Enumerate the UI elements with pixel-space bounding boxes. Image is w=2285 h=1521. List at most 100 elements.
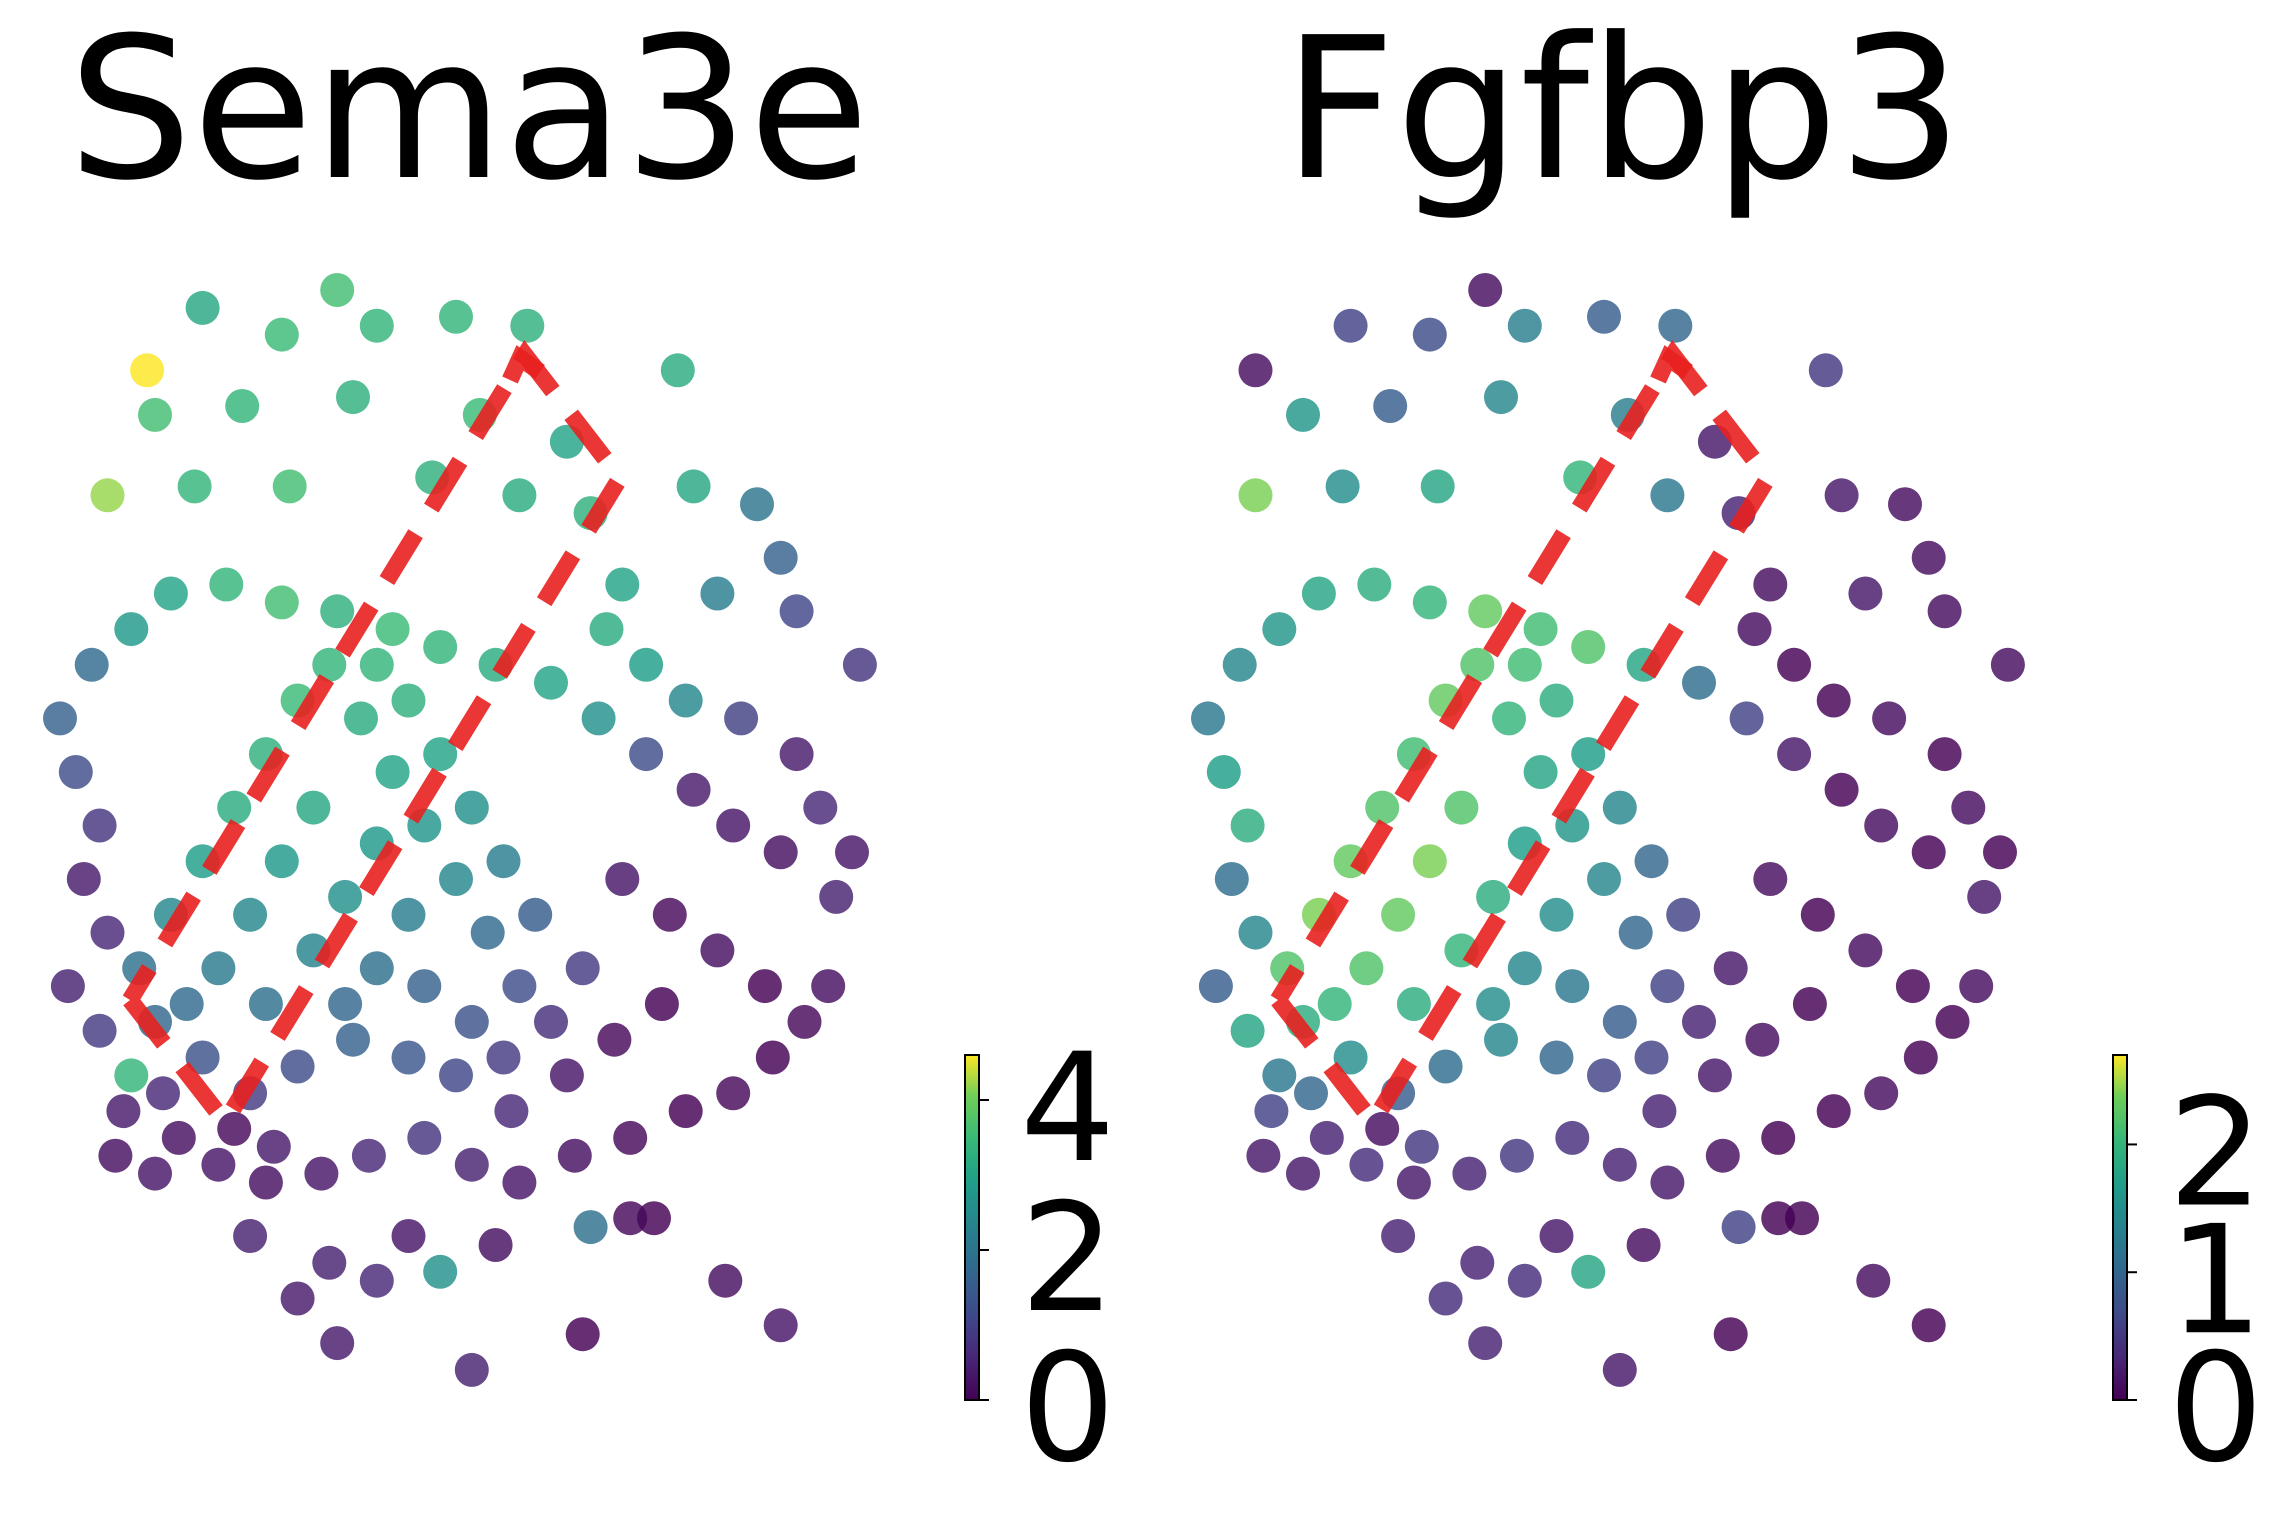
scatter-point (1286, 397, 1320, 432)
scatter-panel-sema3e: 024 (43, 273, 1115, 1496)
scatter-point (336, 1022, 370, 1057)
scatter-point (1206, 755, 1241, 789)
colorbar-tick-label: 4 (1020, 1022, 1115, 1196)
scatter-point (1642, 1094, 1677, 1129)
scatter-point (605, 567, 640, 602)
scatter-point (1602, 1147, 1637, 1182)
scatter-point (1602, 1004, 1637, 1039)
scatter-point (209, 567, 244, 602)
scatter-point (1634, 844, 1669, 879)
scatter-point (98, 1138, 133, 1173)
scatter-point (1777, 737, 1812, 772)
scatter-point (185, 290, 220, 325)
scatter-point (153, 576, 188, 611)
scatter-point (755, 1040, 790, 1075)
scatter-point (1309, 1120, 1344, 1155)
scatter-point (114, 612, 149, 647)
scatter-point (320, 1326, 355, 1361)
scatter-point (58, 755, 93, 789)
scatter-point (1349, 1147, 1384, 1182)
scatter-point (1396, 1165, 1431, 1200)
scatter-point (454, 790, 489, 825)
scatter-point (1903, 1040, 1938, 1075)
scatter-point (811, 969, 846, 1004)
scatter-point (1317, 987, 1352, 1021)
scatter-point (597, 1022, 632, 1057)
scatter-point (217, 790, 252, 825)
scatter-point (1959, 969, 1994, 1004)
scatter-point (439, 299, 473, 334)
scatter-point (1634, 1040, 1669, 1075)
scatter-point (1452, 1156, 1487, 1191)
scatter-point (1444, 790, 1479, 825)
scatter-point (1824, 772, 1859, 807)
scatter-point (1990, 647, 2025, 682)
scatter-point (359, 1263, 394, 1298)
scatter-point (1951, 790, 1986, 825)
scatter-point (565, 951, 600, 986)
scatter-point (1523, 612, 1558, 647)
scatter-point (1650, 478, 1685, 513)
scatter-point (787, 1004, 822, 1039)
scatter-point (1911, 1308, 1946, 1343)
scatter-point (1507, 647, 1542, 682)
scatter-point (146, 1076, 180, 1111)
scatter-point (803, 790, 838, 825)
scatter-point (1650, 1165, 1685, 1200)
scatter-point (1349, 951, 1384, 986)
scatter-point (1262, 1058, 1297, 1093)
scatter-point (201, 1147, 236, 1182)
scatter-point (1587, 1058, 1621, 1093)
scatter-point (1198, 969, 1233, 1004)
scatter-point (819, 879, 854, 914)
scatter-point (391, 1040, 426, 1075)
scatter-point (344, 701, 378, 736)
scatter-point (763, 835, 798, 870)
scatter-point (1848, 933, 1883, 968)
panel-title-fgfbp3: Fgfbp3 (1283, 0, 1963, 224)
scatter-point (1848, 576, 1883, 611)
scatter-point (1753, 862, 1788, 896)
scatter-point (66, 862, 101, 896)
scatter-point (740, 487, 774, 522)
scatter-point (668, 683, 703, 718)
scatter-point (644, 987, 679, 1021)
scatter-point (1697, 1058, 1732, 1093)
scatter-point (1539, 897, 1574, 932)
scatter-point (1476, 879, 1511, 914)
scatter-point (114, 1058, 149, 1093)
scatter-point (1571, 737, 1606, 772)
scatter-point (264, 844, 299, 879)
scatter-point (700, 933, 735, 968)
scatter-point (1571, 630, 1606, 664)
scatter-point (1602, 1352, 1637, 1387)
scatter-point (724, 701, 759, 736)
selection-outline (1270, 340, 1779, 1137)
colorbar-tick-label: 2 (1020, 1172, 1115, 1346)
scatter-point (272, 469, 307, 504)
scatter-point (375, 612, 410, 647)
scatter-point (225, 389, 260, 423)
scatter-point (1333, 1040, 1368, 1075)
scatter-point (1872, 701, 1907, 736)
scatter-point (1499, 1138, 1534, 1173)
scatter-point (280, 1049, 315, 1084)
scatter-point (1555, 1120, 1590, 1155)
scatter-point (518, 897, 553, 932)
scatter-point (1626, 1228, 1661, 1262)
scatter-point (486, 844, 521, 879)
scatter-point (439, 862, 473, 896)
scatter-point (1484, 1022, 1518, 1057)
scatter-point (1618, 915, 1653, 950)
scatter-point (1222, 647, 1257, 682)
scatter-point (359, 308, 394, 343)
scatter-point (328, 879, 363, 914)
scatter-point (1507, 951, 1542, 986)
scatter-point (1927, 737, 1962, 772)
scatter-point (652, 897, 687, 932)
scatter-point (161, 1120, 196, 1155)
scatter-point (486, 1040, 521, 1075)
scatter-point (716, 808, 751, 843)
scatter-point (391, 897, 426, 932)
scatter-point (1895, 969, 1930, 1004)
